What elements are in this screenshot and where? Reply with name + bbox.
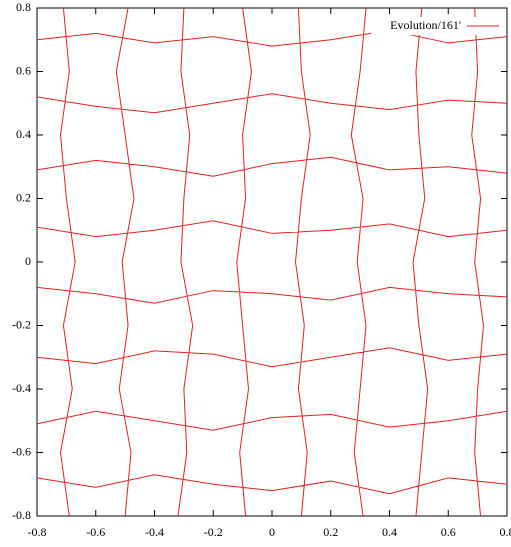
y-tick-label: -0.6 <box>12 444 31 458</box>
x-tick-label: 0.8 <box>500 525 511 539</box>
legend-background <box>371 17 503 35</box>
legend-label: Evolution/161' <box>390 18 461 32</box>
x-tick-label: -0.8 <box>28 525 47 539</box>
y-tick-label: 0.8 <box>16 0 31 14</box>
y-tick-label: 0.6 <box>16 63 31 77</box>
x-tick-label: 0.2 <box>323 525 338 539</box>
x-tick-label: -0.2 <box>204 525 223 539</box>
x-tick-label: 0.6 <box>441 525 456 539</box>
x-tick-label: 0.4 <box>382 525 397 539</box>
x-tick-label: -0.4 <box>145 525 164 539</box>
cell-boundary <box>36 7 508 517</box>
y-tick-label: 0.4 <box>16 127 31 141</box>
y-tick-label: -0.4 <box>12 381 31 395</box>
x-tick-label: 0 <box>269 525 275 539</box>
y-tick-label: -0.8 <box>12 508 31 522</box>
plot-frame <box>36 7 508 517</box>
y-tick-label: 0.2 <box>16 190 31 204</box>
y-tick-label: 0 <box>25 254 31 268</box>
x-tick-label: -0.6 <box>86 525 105 539</box>
y-tick-label: -0.2 <box>12 317 31 331</box>
